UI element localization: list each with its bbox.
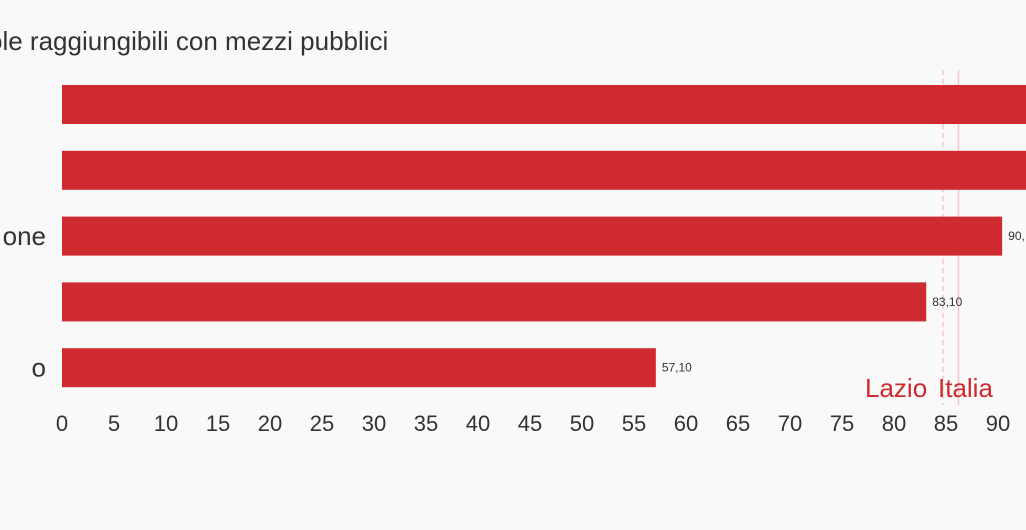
value-labels-group: 90, 83,10 57,10 xyxy=(662,229,1025,375)
x-tick-label-12: 60 xyxy=(674,411,698,436)
x-tick-label-2: 10 xyxy=(154,411,178,436)
reference-label-1: Italia xyxy=(938,373,993,403)
x-tick-label-18: 90 xyxy=(986,411,1010,436)
value-label-3: 83,10 xyxy=(932,295,962,309)
chart-title: ole raggiungibili con mezzi pubblici xyxy=(0,26,389,56)
x-tick-label-13: 65 xyxy=(726,411,750,436)
value-label-2: 90, xyxy=(1008,229,1025,243)
x-tick-label-8: 40 xyxy=(466,411,490,436)
x-tick-label-3: 15 xyxy=(206,411,230,436)
bar-0 xyxy=(62,85,1026,124)
bar-3 xyxy=(62,282,927,322)
category-label-2: one xyxy=(3,221,46,251)
category-labels-group: one o xyxy=(3,221,46,383)
x-tick-label-4: 20 xyxy=(258,411,282,436)
bar-2 xyxy=(62,216,1003,256)
x-tick-label-17: 85 xyxy=(934,411,958,436)
bar-1 xyxy=(62,150,1026,190)
x-tick-label-7: 35 xyxy=(414,411,438,436)
bars-group xyxy=(62,85,1026,388)
x-tick-label-16: 80 xyxy=(882,411,906,436)
x-tick-label-0: 0 xyxy=(56,411,68,436)
x-tick-label-14: 70 xyxy=(778,411,802,436)
bar-4 xyxy=(62,348,656,388)
value-label-4: 57,10 xyxy=(662,361,692,375)
x-tick-label-9: 45 xyxy=(518,411,542,436)
x-tick-label-5: 25 xyxy=(310,411,334,436)
reference-labels-group: Lazio Italia xyxy=(865,373,993,403)
x-axis-ticks: 0 5 10 15 20 25 30 35 40 45 50 55 60 65 70 75 80 85 90 xyxy=(56,411,1010,436)
x-tick-label-1: 5 xyxy=(108,411,120,436)
x-tick-label-15: 75 xyxy=(830,411,854,436)
x-tick-label-6: 30 xyxy=(362,411,386,436)
category-label-4: o xyxy=(32,353,46,383)
x-tick-label-11: 55 xyxy=(622,411,646,436)
x-tick-label-10: 50 xyxy=(570,411,594,436)
reference-label-0: Lazio xyxy=(865,373,927,403)
